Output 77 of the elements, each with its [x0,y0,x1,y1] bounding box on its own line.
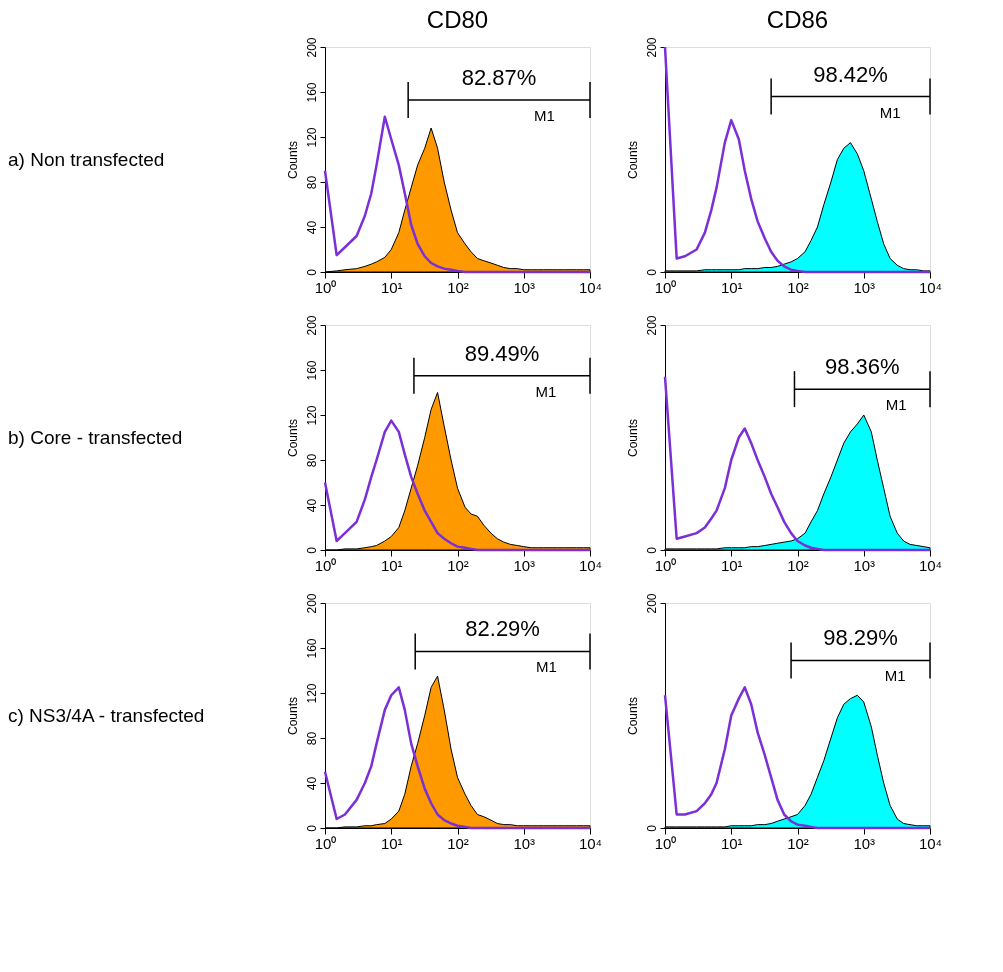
text: a) Non transfected [8,148,165,170]
y-tick-label: 200 [644,593,659,614]
x-tick-label: 10² [787,556,809,574]
text: c) NS3/4A - transfected [8,704,205,726]
y-tick-label: 200 [644,37,659,58]
y-tick-label: 40 [304,498,319,513]
y-tick-label: 160 [304,82,319,103]
x-tick-label: 10¹ [380,278,403,296]
y-axis-title: Counts [285,418,300,458]
annotation: M1 [535,658,557,676]
x-tick-label: 10⁴ [578,278,603,296]
y-tick-label: 160 [304,638,319,659]
x-tick-label: 10⁰ [314,556,337,574]
annotation: M1 [879,103,901,121]
y-tick-label: 160 [304,360,319,381]
y-tick-label: 0 [304,546,319,554]
annotation: 82.87% [461,64,537,90]
chart-title: CD86 [766,5,829,33]
annotation: M1 [885,396,907,414]
y-tick-label: 120 [304,127,319,148]
y-tick-label: 120 [304,683,319,704]
y-axis-title: Counts [285,140,300,180]
chart-title: CD80 [426,5,489,33]
annotation: 98.36% [824,354,900,380]
x-tick-label: 10⁴ [918,556,943,574]
x-tick-label: 10³ [513,834,536,852]
x-tick-label: 10² [787,834,809,852]
annotation: 82.29% [465,616,540,642]
y-tick-label: 200 [304,315,319,336]
annotation: M1 [884,667,906,685]
y-tick-label: 80 [304,731,319,746]
x-tick-label: 10⁰ [654,556,677,574]
x-tick-label: 10² [787,278,809,296]
x-tick-label: 10² [447,278,469,296]
y-tick-label: 0 [644,546,659,554]
x-tick-label: 10³ [853,278,876,296]
x-tick-label: 10³ [513,556,536,574]
y-axis-title: Counts [625,696,640,736]
x-tick-label: 10³ [853,834,876,852]
y-tick-label: 200 [644,315,659,336]
y-axis-title: Counts [285,696,300,736]
y-tick-label: 80 [304,175,319,190]
x-tick-label: 10¹ [720,556,743,574]
y-tick-label: 200 [304,37,319,58]
annotation: 98.29% [823,625,898,651]
y-tick-label: 0 [304,268,319,276]
y-tick-label: 0 [304,824,319,832]
x-tick-label: 10¹ [380,556,403,574]
y-tick-label: 40 [304,776,319,791]
x-tick-label: 10³ [513,278,536,296]
annotation: 98.42% [813,61,888,87]
annotation: M1 [534,106,555,124]
y-tick-label: 80 [304,453,319,468]
text: b) Core - transfected [8,426,183,448]
y-tick-label: 0 [644,268,659,276]
y-tick-label: 0 [644,824,659,832]
x-tick-label: 10³ [853,556,876,574]
annotation: 89.49% [464,340,540,366]
x-tick-label: 10⁴ [578,834,603,852]
y-tick-label: 40 [304,220,319,235]
x-tick-label: 10⁴ [578,556,603,574]
x-tick-label: 10¹ [720,278,743,296]
y-tick-label: 120 [304,405,319,426]
x-tick-label: 10¹ [720,834,743,852]
x-tick-label: 10⁰ [654,278,677,296]
x-tick-label: 10⁰ [314,834,337,852]
annotation: M1 [535,382,557,400]
y-axis-title: Counts [625,140,640,180]
x-tick-label: 10² [447,556,469,574]
x-tick-label: 10⁴ [918,278,943,296]
x-tick-label: 10⁰ [654,834,677,852]
x-tick-label: 10¹ [380,834,403,852]
y-axis-title: Counts [625,418,640,458]
x-tick-label: 10² [447,834,469,852]
y-tick-label: 200 [304,593,319,614]
x-tick-label: 10⁴ [918,834,943,852]
x-tick-label: 10⁰ [314,278,337,296]
